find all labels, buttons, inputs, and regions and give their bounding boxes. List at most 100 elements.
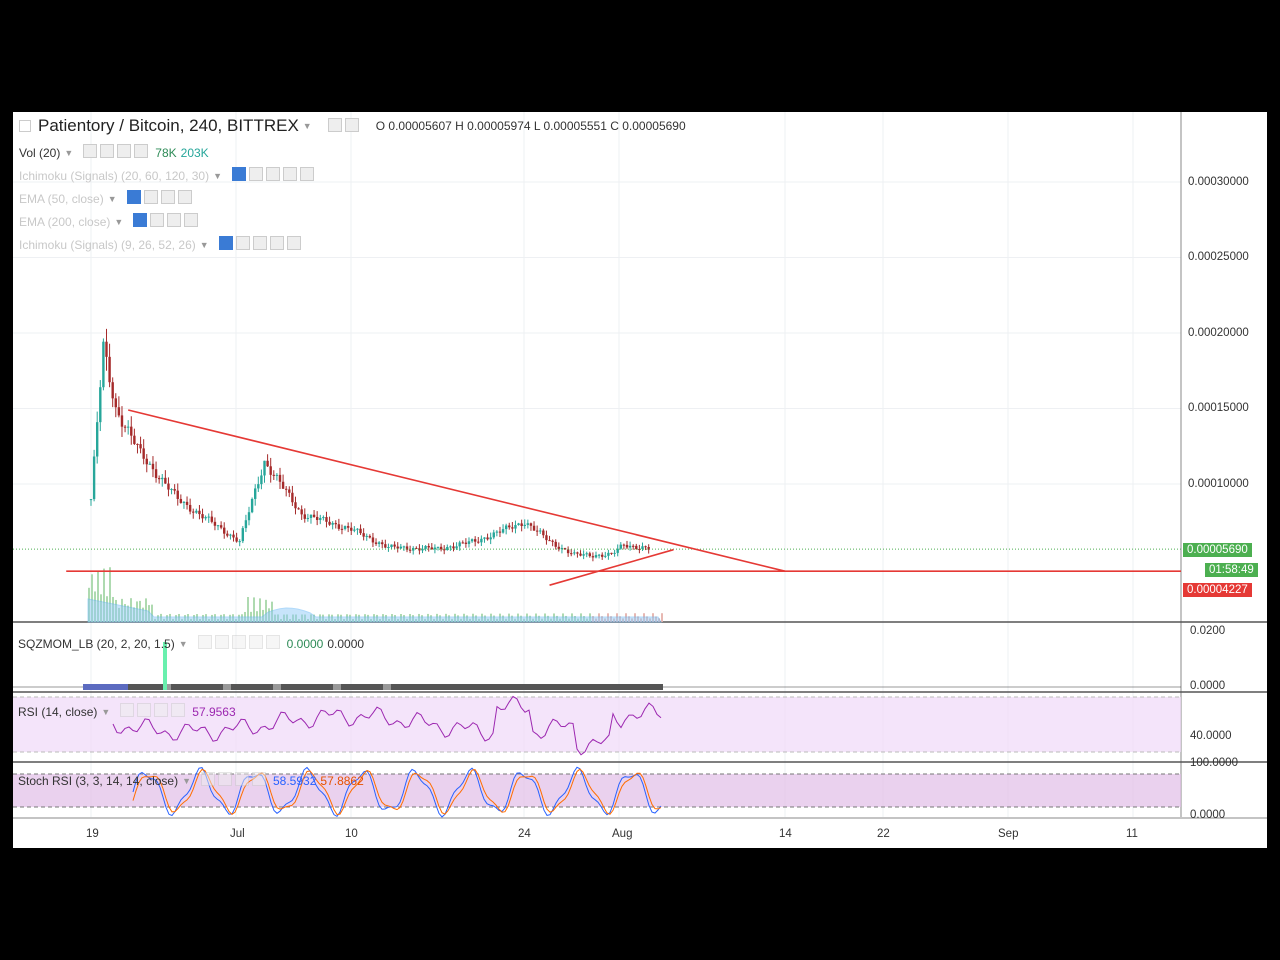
- indicator-ichimoku-2[interactable]: Ichimoku (Signals) (9, 26, 52, 26) ▼: [19, 236, 304, 253]
- candle-body: [641, 546, 644, 550]
- indicator-rsi[interactable]: RSI (14, close) ▼ 57.9563: [18, 703, 236, 720]
- eye-icon[interactable]: [126, 190, 141, 204]
- candle-body: [529, 523, 533, 526]
- candle-body: [223, 527, 226, 534]
- add-icon[interactable]: [235, 772, 249, 786]
- close-icon[interactable]: [300, 167, 315, 181]
- close-icon[interactable]: [286, 236, 301, 250]
- close-value: 0.00005690: [622, 119, 686, 133]
- close-icon[interactable]: [344, 117, 359, 132]
- add-icon[interactable]: [167, 213, 182, 227]
- indicator-vol[interactable]: Vol (20) ▼ 78K 203K: [19, 144, 209, 161]
- candle-body: [291, 492, 294, 503]
- rsi-band: [13, 697, 1181, 752]
- settings-icon[interactable]: [249, 167, 264, 181]
- indicator-stoch-rsi[interactable]: Stoch RSI (3, 3, 14, 14, close) ▼ 58.593…: [18, 772, 364, 789]
- add-icon[interactable]: [283, 167, 298, 181]
- candle-body: [501, 529, 505, 533]
- lock-icon[interactable]: [252, 236, 267, 250]
- candle-body: [489, 537, 492, 540]
- settings-icon[interactable]: [150, 213, 165, 227]
- settings-icon[interactable]: [327, 117, 342, 132]
- close-icon[interactable]: [134, 144, 149, 158]
- eye-icon[interactable]: [197, 635, 212, 649]
- chevron-down-icon[interactable]: ▼: [178, 638, 188, 649]
- settings-icon[interactable]: [143, 190, 158, 204]
- close-icon[interactable]: [252, 772, 266, 786]
- low-value: 0.00005551: [543, 119, 607, 133]
- candle-body: [229, 534, 232, 536]
- settings-icon[interactable]: [235, 236, 250, 250]
- candle-body: [495, 531, 499, 533]
- volume-bar: [109, 567, 111, 622]
- chevron-down-icon[interactable]: ▼: [107, 193, 117, 204]
- settings-icon[interactable]: [218, 772, 232, 786]
- countdown-tag: 01:58:49: [1205, 563, 1258, 577]
- settings-icon[interactable]: [214, 635, 229, 649]
- add-icon[interactable]: [154, 703, 169, 717]
- chart-canvas[interactable]: [13, 112, 1267, 848]
- candle-body: [269, 466, 272, 475]
- close-icon[interactable]: [265, 635, 280, 649]
- candle-body: [458, 542, 461, 547]
- candle-body: [405, 546, 409, 550]
- candle-body: [315, 516, 319, 520]
- eye-icon[interactable]: [201, 772, 215, 786]
- chevron-down-icon[interactable]: ▼: [114, 216, 124, 227]
- ohlc-readout: O 0.00005607 H 0.00005974 L 0.00005551 C…: [376, 119, 686, 133]
- add-icon[interactable]: [160, 190, 175, 204]
- symbol-title[interactable]: Patientory / Bitcoin, 240, BITTREX: [38, 116, 299, 135]
- lock-icon[interactable]: [266, 167, 281, 181]
- eye-icon[interactable]: [232, 167, 247, 181]
- candle-body: [557, 546, 561, 550]
- candle-body: [260, 475, 263, 485]
- eye-icon[interactable]: [83, 144, 98, 158]
- eye-icon[interactable]: [120, 703, 135, 717]
- close-icon[interactable]: [184, 213, 199, 227]
- eye-icon[interactable]: [218, 236, 233, 250]
- rsi-value: 57.9563: [192, 704, 236, 719]
- indicator-ichimoku-1[interactable]: Ichimoku (Signals) (20, 60, 120, 30) ▼: [19, 167, 317, 184]
- candle-body: [430, 547, 434, 550]
- candle-body: [566, 549, 570, 554]
- candle-body: [638, 549, 641, 551]
- close-icon[interactable]: [171, 703, 186, 717]
- indicator-ema-200[interactable]: EMA (200, close) ▼: [19, 213, 201, 230]
- chevron-down-icon[interactable]: ▼: [64, 147, 74, 158]
- collapse-icon[interactable]: [19, 120, 31, 132]
- candle-body: [111, 382, 114, 399]
- candle-body: [346, 526, 350, 528]
- time-axis-label: Sep: [998, 828, 1019, 840]
- settings-icon[interactable]: [100, 144, 115, 158]
- candle-body: [126, 426, 130, 428]
- candle-body: [167, 483, 170, 490]
- indicator-label: RSI (14, close): [18, 704, 98, 719]
- lock-icon[interactable]: [231, 635, 246, 649]
- candle-body: [281, 481, 285, 489]
- chevron-down-icon[interactable]: ▼: [101, 706, 111, 717]
- add-icon[interactable]: [117, 144, 132, 158]
- candle-body: [514, 525, 517, 529]
- candle-body: [250, 498, 254, 513]
- chevron-down-icon[interactable]: ▼: [302, 121, 312, 131]
- indicator-ema-50[interactable]: EMA (50, close) ▼: [19, 190, 195, 207]
- close-icon[interactable]: [177, 190, 192, 204]
- volume-bar: [265, 599, 267, 622]
- indicator-sqzmom[interactable]: SQZMOM_LB (20, 2, 20, 1.5) ▼ 0.0000 0.00…: [18, 635, 364, 652]
- chevron-down-icon[interactable]: ▼: [199, 239, 209, 250]
- eye-icon[interactable]: [133, 213, 148, 227]
- high-value: 0.00005974: [467, 119, 531, 133]
- candle-body: [470, 539, 474, 542]
- add-icon[interactable]: [269, 236, 284, 250]
- candle-body: [597, 554, 601, 556]
- candle-body: [334, 522, 337, 525]
- add-icon[interactable]: [248, 635, 263, 649]
- candle-body: [325, 517, 328, 522]
- volume-bar: [253, 597, 255, 622]
- chevron-down-icon[interactable]: ▼: [182, 775, 191, 786]
- indicator-label: EMA (200, close): [19, 214, 111, 229]
- candle-body: [275, 474, 279, 476]
- open-label: O: [375, 119, 386, 133]
- chevron-down-icon[interactable]: ▼: [213, 170, 223, 181]
- settings-icon[interactable]: [137, 703, 152, 717]
